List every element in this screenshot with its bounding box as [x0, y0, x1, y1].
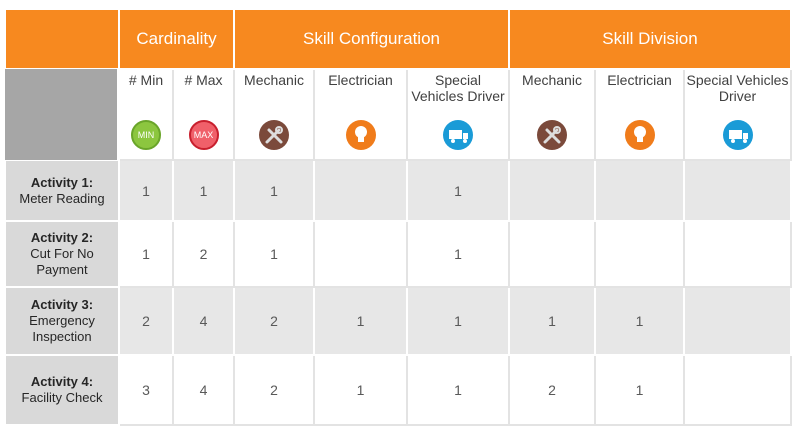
cell: 1	[233, 159, 315, 222]
column-icon	[408, 114, 508, 153]
group-header: Skill Division	[508, 8, 792, 70]
row-subtitle: Meter Reading	[19, 190, 105, 206]
cell	[594, 159, 685, 222]
cell: 1	[118, 220, 174, 288]
row-label: Activity 3: Emergency Inspection	[4, 286, 120, 356]
activity-row: Activity 3: Emergency Inspection 2 4 2 1 1 1 1	[4, 286, 792, 356]
cell	[683, 159, 792, 222]
row-subtitle: Facility Check	[21, 390, 103, 405]
subheader-row: # Min MIN # Max MAX Mechanic Electrician Speci…	[5, 68, 792, 161]
cell	[594, 220, 685, 288]
column-icon	[235, 114, 313, 153]
group-header: Skill Configuration	[233, 8, 510, 70]
activity-row: Activity 1: Meter Reading 1 1 1 1	[4, 159, 792, 222]
cell: 1	[313, 354, 408, 426]
column-label: Special Vehicles Driver	[686, 72, 789, 104]
cell: 1	[233, 220, 315, 288]
skill-icon	[259, 120, 289, 150]
row-label: Activity 1: Meter Reading	[4, 159, 120, 222]
column-label: Electrician	[607, 72, 672, 88]
column-label: Mechanic	[522, 72, 582, 88]
cell: 2	[508, 354, 596, 426]
cell: 1	[172, 159, 235, 222]
column-label: # Max	[184, 72, 223, 88]
row-subtitle: Cut For No Payment	[30, 246, 94, 277]
row-title: Activity 2:	[30, 230, 94, 245]
activity-row: Activity 2: Cut For No Payment 1 2 1 1	[4, 220, 792, 288]
badge: MIN	[131, 120, 161, 150]
row-title: Activity 4:	[30, 374, 94, 389]
column-header: Electrician	[313, 68, 408, 161]
cell	[313, 159, 408, 222]
group-header: Cardinality	[118, 8, 235, 70]
cell: 4	[172, 286, 235, 356]
cell: 4	[172, 354, 235, 426]
column-icon	[510, 114, 594, 153]
cell: 1	[406, 159, 510, 222]
column-label: Electrician	[328, 72, 393, 88]
column-header: Electrician	[594, 68, 685, 161]
cell: 2	[172, 220, 235, 288]
column-icon: MAX	[174, 120, 233, 150]
column-header: # Max MAX	[172, 68, 235, 161]
column-label: Special Vehicles Driver	[411, 72, 505, 104]
cell	[508, 220, 596, 288]
cell	[683, 220, 792, 288]
cell: 1	[406, 354, 510, 426]
cell: 3	[118, 354, 174, 426]
skill-icon	[345, 120, 376, 150]
badge: MAX	[188, 120, 219, 150]
column-icon: MIN	[120, 120, 172, 150]
column-header: Special Vehicles Driver	[406, 68, 510, 161]
column-header: Mechanic	[233, 68, 315, 161]
cell: 1	[508, 286, 596, 356]
skill-icon	[537, 120, 567, 150]
column-header: # Min MIN	[118, 68, 174, 161]
skill-icon	[722, 120, 753, 150]
cell	[508, 159, 596, 222]
cell	[683, 286, 792, 356]
cell: 2	[233, 286, 315, 356]
cell: 1	[406, 220, 510, 288]
row-label: Activity 4: Facility Check	[4, 354, 120, 426]
cell: 1	[313, 286, 408, 356]
cell: 1	[118, 159, 174, 222]
cell: 1	[594, 286, 685, 356]
row-title: Activity 1:	[30, 174, 94, 190]
cell: 2	[233, 354, 315, 426]
column-icon	[315, 114, 406, 153]
corner	[4, 68, 118, 161]
cell	[683, 354, 792, 426]
column-icon	[685, 114, 790, 153]
column-header: Mechanic	[508, 68, 596, 161]
row-subtitle: Emergency Inspection	[29, 313, 95, 344]
column-header: Special Vehicles Driver	[683, 68, 792, 161]
column-label: Mechanic	[244, 72, 304, 88]
cell	[313, 220, 408, 288]
cell: 2	[118, 286, 174, 356]
row-title: Activity 3:	[30, 297, 94, 312]
column-label: # Min	[128, 72, 164, 88]
column-icon	[596, 114, 683, 153]
activity-row: Activity 4: Facility Check 3 4 2 1 1 2 1	[4, 354, 792, 426]
cell: 1	[406, 286, 510, 356]
skill-icon	[624, 120, 655, 150]
cell: 1	[594, 354, 685, 426]
row-label: Activity 2: Cut For No Payment	[4, 220, 120, 288]
skill-icon	[443, 120, 473, 150]
